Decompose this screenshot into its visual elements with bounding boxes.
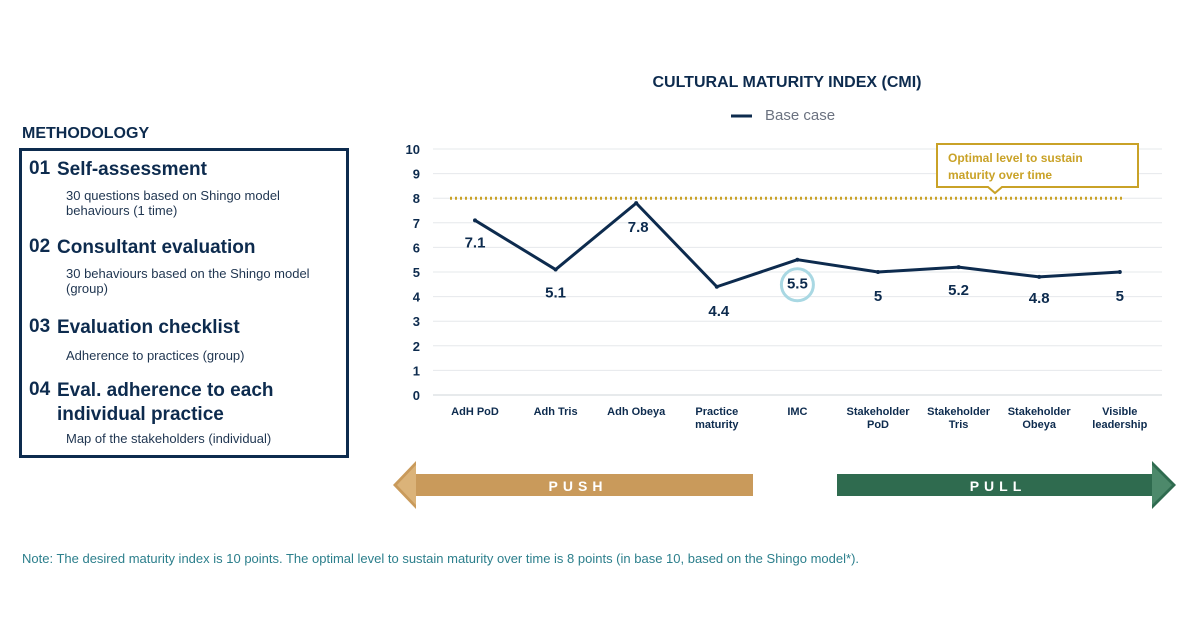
y-tick-label: 8 xyxy=(413,191,420,206)
methodology-item-number: 02 xyxy=(29,236,51,257)
pull-label: PULL xyxy=(970,478,1027,494)
methodology-item-number: 04 xyxy=(29,379,51,400)
optimal-level-label: maturity over time xyxy=(948,168,1052,182)
methodology-item-title: Self-assessment xyxy=(57,159,207,180)
y-tick-label: 6 xyxy=(413,240,420,255)
x-tick-label: AdH PoD xyxy=(451,406,499,418)
methodology-item-title: Consultant evaluation xyxy=(57,237,256,258)
optimal-level-label: Optimal level to sustain xyxy=(948,151,1083,165)
data-label: 5.5 xyxy=(787,276,808,293)
y-tick-label: 0 xyxy=(413,388,420,403)
x-tick-label: Stakeholder xyxy=(927,406,991,418)
data-label: 4.4 xyxy=(708,303,730,320)
footnote: Note: The desired maturity index is 10 p… xyxy=(22,551,860,566)
x-tick-label: Stakeholder xyxy=(847,406,911,418)
data-label: 5 xyxy=(874,288,882,305)
x-tick-label: PoD xyxy=(867,419,889,431)
data-label: 5 xyxy=(1116,288,1124,305)
push-arrow xyxy=(393,461,753,509)
y-tick-label: 1 xyxy=(413,363,420,378)
methodology-item-desc: 30 behaviours based on the Shingo model … xyxy=(66,266,310,296)
x-tick-label: IMC xyxy=(787,406,807,418)
y-tick-label: 4 xyxy=(413,290,421,305)
methodology-item-4: 04 Eval. adherence to each individual pr… xyxy=(29,379,344,446)
x-tick-label: Adh Obeya xyxy=(607,406,666,418)
x-tick-label: Adh Tris xyxy=(534,406,578,418)
x-tick-label: Visible xyxy=(1102,406,1137,418)
y-tick-label: 7 xyxy=(413,216,420,231)
highlight-ring xyxy=(779,267,815,303)
methodology-item-number: 01 xyxy=(29,158,51,179)
y-tick-label: 9 xyxy=(413,167,420,182)
methodology-box: 01 Self-assessment 30 questions based on… xyxy=(19,148,349,458)
data-label: 7.1 xyxy=(465,234,486,251)
optimal-level-callout xyxy=(936,143,1139,195)
data-point xyxy=(1117,270,1122,274)
x-tick-label: leadership xyxy=(1092,419,1147,431)
push-label: PUSH xyxy=(549,478,608,494)
data-point xyxy=(634,201,639,206)
y-tick-label: 10 xyxy=(406,142,420,157)
x-tick-label: Practice xyxy=(695,406,738,418)
y-tick-label: 3 xyxy=(413,314,420,329)
methodology-item-title: Evaluation checklist xyxy=(57,317,240,338)
y-tick-label: 2 xyxy=(413,339,420,354)
pull-arrow xyxy=(837,461,1176,509)
methodology-item-desc: Adherence to practices (group) xyxy=(66,348,245,363)
methodology-item-number: 03 xyxy=(29,316,51,337)
data-point xyxy=(473,218,477,223)
methodology-item-desc: 30 questions based on Shingo model behav… xyxy=(66,188,280,218)
legend-label: Base case xyxy=(765,107,835,124)
data-point xyxy=(553,267,558,272)
x-tick-label: Obeya xyxy=(1022,419,1057,431)
pull-arrow-tip-highlight xyxy=(1152,465,1172,505)
data-point xyxy=(956,265,961,270)
methodology-item-desc: Map of the stakeholders (individual) xyxy=(66,431,272,446)
x-tick-label: Stakeholder xyxy=(1008,406,1072,418)
x-tick-label: maturity xyxy=(695,419,739,431)
chart-title: CULTURAL MATURITY INDEX (CMI) xyxy=(652,74,921,91)
data-label: 7.8 xyxy=(628,219,649,236)
data-point xyxy=(876,270,880,274)
data-label: 5.1 xyxy=(545,285,566,302)
y-tick-label: 5 xyxy=(413,265,420,280)
methodology-item-title: Eval. adherence to each individual pract… xyxy=(57,380,274,425)
data-label: 5.2 xyxy=(948,282,969,299)
data-point xyxy=(1037,274,1042,279)
series-line-base-case xyxy=(474,201,1120,289)
methodology-item-1: 01 Self-assessment 30 questions based on… xyxy=(29,158,344,218)
x-tick-label: Tris xyxy=(949,419,969,431)
data-label: 4.8 xyxy=(1029,290,1050,307)
methodology-item-2: 02 Consultant evaluation 30 behaviours b… xyxy=(29,236,344,296)
methodology-item-3: 03 Evaluation checklist Adherence to pra… xyxy=(29,316,344,363)
push-arrow-tip-highlight xyxy=(397,465,416,505)
methodology-heading: METHODOLOGY xyxy=(22,125,150,142)
data-point xyxy=(714,284,719,289)
data-point xyxy=(795,257,800,262)
